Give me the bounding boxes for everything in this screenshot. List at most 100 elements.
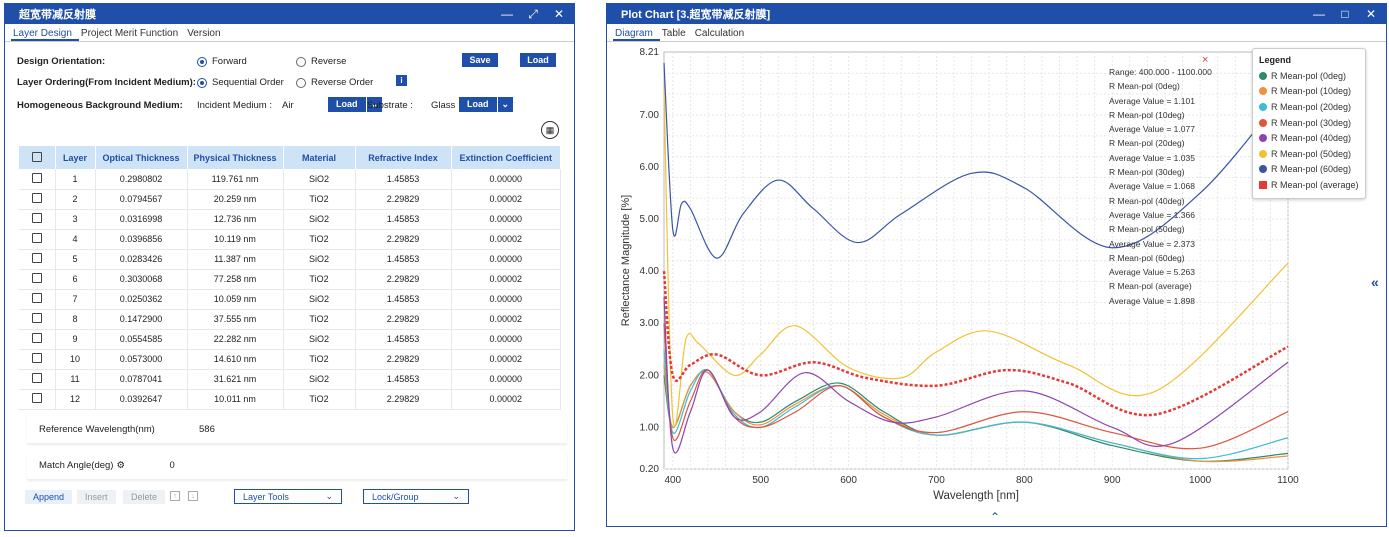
layer-cell[interactable]: 2	[55, 189, 96, 210]
layer-cell[interactable]: 5	[55, 249, 96, 270]
physical-thickness-cell[interactable]: 11.387 nm	[187, 249, 284, 270]
material-cell[interactable]: SiO2	[283, 209, 356, 230]
optical-thickness-cell[interactable]: 0.0283426	[95, 249, 188, 270]
layer-cell[interactable]: 3	[55, 209, 96, 230]
maximize-icon[interactable]: ⤢	[528, 6, 538, 21]
physical-thickness-cell[interactable]: 22.282 nm	[187, 329, 284, 350]
row-checkbox[interactable]	[31, 313, 42, 323]
incident-load-dropdown[interactable]: Load ⌄	[328, 97, 383, 112]
insert-button[interactable]: Insert	[77, 490, 116, 504]
layer-cell[interactable]: 7	[55, 289, 96, 310]
legend-item[interactable]: R Mean-pol (50deg)	[1259, 146, 1359, 162]
refractive-index-cell[interactable]: 1.45853	[355, 289, 452, 310]
layer-tools-dropdown[interactable]: Layer Tools ⌄	[234, 489, 342, 504]
chevron-down-icon[interactable]: ⌄	[496, 97, 514, 112]
material-cell[interactable]: SiO2	[283, 289, 356, 310]
table-row[interactable]: 2 0.0794567 20.259 nm TiO2 2.29829 0.00002	[19, 189, 561, 210]
chevron-down-icon[interactable]: ⌄	[365, 97, 383, 112]
row-checkbox[interactable]	[31, 393, 42, 403]
extinction-coefficient-cell[interactable]: 0.00000	[451, 169, 561, 190]
optical-thickness-cell[interactable]: 0.0316998	[95, 209, 188, 230]
refractive-index-cell[interactable]: 2.29829	[355, 309, 452, 330]
table-row[interactable]: 3 0.0316998 12.736 nm SiO2 1.45853 0.00000	[19, 209, 561, 230]
info-close-icon[interactable]: ×	[1202, 54, 1209, 66]
col-header-layer[interactable]: Layer	[55, 146, 96, 169]
row-checkbox[interactable]	[31, 193, 42, 203]
material-cell[interactable]: TiO2	[283, 349, 356, 370]
load-button[interactable]: Load	[520, 53, 556, 67]
optical-thickness-cell[interactable]: 0.1472900	[95, 309, 188, 330]
legend-item[interactable]: R Mean-pol (0deg)	[1259, 68, 1359, 84]
optical-thickness-cell[interactable]: 0.0554585	[95, 329, 188, 350]
radio-sequential-indicator[interactable]	[197, 77, 207, 88]
physical-thickness-cell[interactable]: 37.555 nm	[187, 309, 284, 330]
extinction-coefficient-cell[interactable]: 0.00002	[451, 229, 561, 250]
material-cell[interactable]: SiO2	[283, 169, 356, 190]
radio-reverse-indicator[interactable]	[296, 56, 306, 67]
refractive-index-cell[interactable]: 1.45853	[355, 209, 452, 230]
legend-item[interactable]: R Mean-pol (average)	[1259, 177, 1359, 193]
radio-reverse[interactable]: Reverse	[296, 56, 346, 67]
refractive-index-cell[interactable]: 2.29829	[355, 269, 452, 290]
table-row[interactable]: 12 0.0392647 10.011 nm TiO2 2.29829 0.00002	[19, 389, 561, 410]
grid-view-icon[interactable]: ▦	[541, 121, 559, 139]
radio-forward-indicator[interactable]	[197, 56, 207, 67]
row-checkbox[interactable]	[31, 253, 42, 263]
extinction-coefficient-cell[interactable]: 0.00002	[451, 389, 561, 410]
row-checkbox[interactable]	[31, 233, 42, 243]
minimize-icon[interactable]: —	[1313, 7, 1325, 21]
table-row[interactable]: 8 0.1472900 37.555 nm TiO2 2.29829 0.00002	[19, 309, 561, 330]
optical-thickness-cell[interactable]: 0.0573000	[95, 349, 188, 370]
extinction-coefficient-cell[interactable]: 0.00000	[451, 289, 561, 310]
row-checkbox[interactable]	[31, 172, 42, 183]
legend-item[interactable]: R Mean-pol (20deg)	[1259, 99, 1359, 115]
optical-thickness-cell[interactable]: 0.0396856	[95, 229, 188, 250]
maximize-icon[interactable]: □	[1341, 7, 1349, 21]
material-cell[interactable]: SiO2	[283, 329, 356, 350]
extinction-coefficient-cell[interactable]: 0.00002	[451, 269, 561, 290]
col-header-physical-thickness[interactable]: Physical Thickness	[187, 146, 284, 169]
layer-cell[interactable]: 1	[55, 169, 96, 190]
reflectance-chart[interactable]: 400 500 600 700 800 900 1000 1100 0.20 1.00 2.00 3.…	[607, 44, 1386, 524]
optical-thickness-cell[interactable]: 0.0794567	[95, 189, 188, 210]
extinction-coefficient-cell[interactable]: 0.00002	[451, 309, 561, 330]
table-row[interactable]: 10 0.0573000 14.610 nm TiO2 2.29829 0.00002	[19, 349, 561, 370]
physical-thickness-cell[interactable]: 10.011 nm	[187, 389, 284, 410]
refractive-index-cell[interactable]: 2.29829	[355, 189, 452, 210]
optical-thickness-cell[interactable]: 0.2980802	[95, 169, 188, 190]
collapse-panel-icon[interactable]: «	[1371, 274, 1379, 290]
legend-item[interactable]: R Mean-pol (10deg)	[1259, 84, 1359, 100]
radio-sequential-order[interactable]: Sequential Order	[197, 77, 284, 88]
refractive-index-cell[interactable]: 1.45853	[355, 249, 452, 270]
optical-thickness-cell[interactable]: 0.0787041	[95, 369, 188, 390]
table-row[interactable]: 11 0.0787041 31.621 nm SiO2 1.45853 0.00000	[19, 369, 561, 390]
physical-thickness-cell[interactable]: 20.259 nm	[187, 189, 284, 210]
refractive-index-cell[interactable]: 1.45853	[355, 329, 452, 350]
expand-up-icon[interactable]: ⌃	[990, 510, 1001, 524]
layer-cell[interactable]: 4	[55, 229, 96, 250]
refractive-index-cell[interactable]: 1.45853	[355, 169, 452, 190]
layer-cell[interactable]: 11	[55, 369, 96, 390]
table-row[interactable]: 1 0.2980802 119.761 nm SiO2 1.45853 0.00000	[19, 169, 561, 190]
material-cell[interactable]: TiO2	[283, 309, 356, 330]
tab-calculation[interactable]: Calculation	[694, 28, 745, 39]
extinction-coefficient-cell[interactable]: 0.00000	[451, 209, 561, 230]
refractive-index-cell[interactable]: 2.29829	[355, 349, 452, 370]
physical-thickness-cell[interactable]: 10.059 nm	[187, 289, 284, 310]
material-cell[interactable]: TiO2	[283, 229, 356, 250]
row-checkbox[interactable]	[31, 353, 42, 363]
layer-cell[interactable]: 8	[55, 309, 96, 330]
col-header-extinction-coefficient[interactable]: Extinction Coefficient	[451, 146, 561, 169]
layer-cell[interactable]: 10	[55, 349, 96, 370]
layer-cell[interactable]: 12	[55, 389, 96, 410]
legend-item[interactable]: R Mean-pol (30deg)	[1259, 115, 1359, 131]
extinction-coefficient-cell[interactable]: 0.00000	[451, 249, 561, 270]
delete-button[interactable]: Delete	[123, 490, 166, 504]
material-cell[interactable]: TiO2	[283, 269, 356, 290]
physical-thickness-cell[interactable]: 31.621 nm	[187, 369, 284, 390]
row-checkbox[interactable]	[31, 213, 42, 223]
reference-wavelength-value[interactable]: 586	[199, 424, 215, 435]
col-header-material[interactable]: Material	[283, 146, 356, 169]
table-row[interactable]: 7 0.0250362 10.059 nm SiO2 1.45853 0.00000	[19, 289, 561, 310]
tab-version[interactable]: Version	[187, 28, 221, 39]
